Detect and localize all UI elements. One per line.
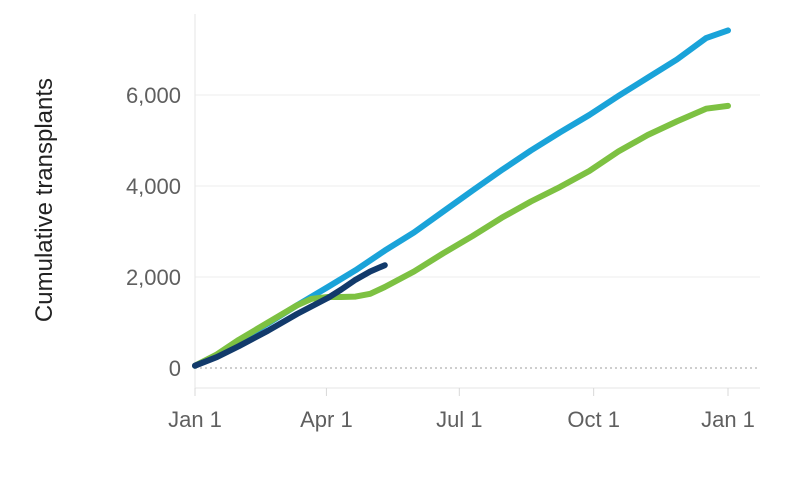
series-line-3 [192, 262, 388, 369]
y-axis-title: Cumulative transplants [31, 78, 58, 322]
x-tick-label: Jul 1 [436, 407, 482, 432]
series-lines [192, 27, 731, 369]
x-tick-label: Jan 1 [168, 407, 222, 432]
x-tick-label: Oct 1 [567, 407, 620, 432]
x-tick-label: Jan 1 [701, 407, 755, 432]
y-tick-labels: 0 2,000 4,000 6,000 [126, 83, 181, 381]
x-tick-labels: Jan 1 Apr 1 Jul 1 Oct 1 Jan 1 [168, 407, 755, 432]
y-tick-label: 4,000 [126, 174, 181, 199]
series-line-2 [192, 102, 731, 369]
x-tick-label: Apr 1 [300, 407, 353, 432]
y-tick-label: 0 [169, 356, 181, 381]
x-tick-marks [194, 388, 729, 396]
y-tick-label: 6,000 [126, 83, 181, 108]
y-tick-label: 2,000 [126, 265, 181, 290]
